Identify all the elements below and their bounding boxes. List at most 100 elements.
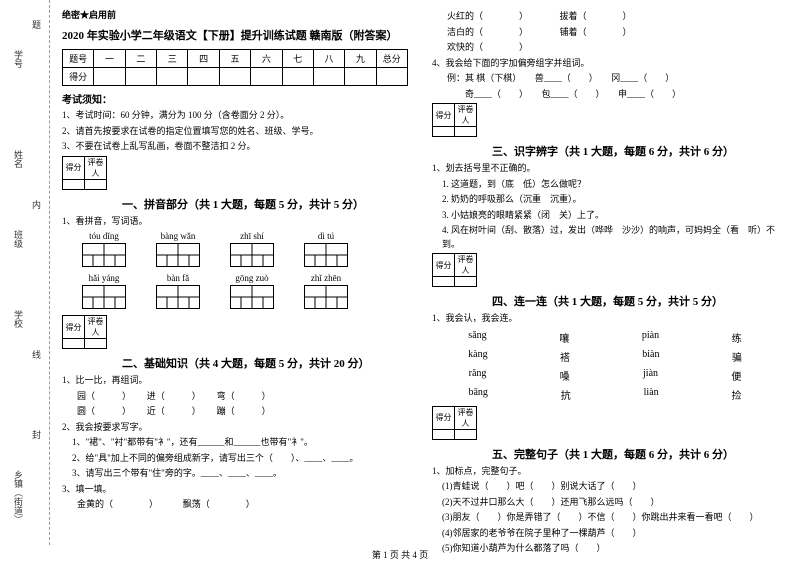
match-item: jiàn — [643, 368, 658, 383]
td: 评卷人 — [455, 406, 477, 429]
score-mini-box: 得分评卷人 — [432, 253, 477, 287]
sub-line: (3)朋友（ ）你是弄错了（ ）不信（ ）你跳出井来看一看吧（ ） — [432, 511, 778, 525]
score-mini-box: 得分评卷人 — [62, 156, 107, 190]
char-grid-icon — [304, 243, 348, 267]
match-item: 骗 — [732, 349, 742, 364]
question-text: 3、填一填。 — [62, 483, 408, 497]
pinyin-text: tóu dǐng — [82, 231, 126, 241]
pinyin-item: tóu dǐng — [82, 231, 126, 270]
char-grid-icon — [82, 243, 126, 267]
pinyin-text: zhǐ zhēn — [304, 273, 348, 283]
pinyin-row: hǎi yáng bàn fǎ gōng zuò zhǐ zhēn — [82, 273, 408, 312]
match-item: 练 — [732, 330, 742, 345]
fill-line: 欢快的（ ） — [432, 41, 778, 55]
gutter-mark: 线 — [30, 350, 43, 359]
match-row: sǎng 嚷 piàn 练 — [432, 330, 778, 345]
word-pair: 园（ ） — [77, 391, 127, 401]
gutter-label: 学号 — [12, 50, 25, 68]
th: 题号 — [63, 50, 94, 68]
pinyin-text: hǎi yáng — [82, 273, 126, 283]
word-pair: 弯（ ） — [217, 391, 271, 401]
match-row: bāng抗liàn捡 — [432, 387, 778, 402]
gutter-mark: 内 — [30, 200, 43, 209]
th: 七 — [282, 50, 313, 68]
td: 得分 — [63, 156, 85, 179]
td: 得分 — [63, 316, 85, 339]
word-pair: 蹦（ ） — [217, 406, 271, 416]
notice-title: 考试须知： — [62, 91, 408, 106]
pinyin-item: gōng zuò — [230, 273, 274, 312]
score-table: 题号 一 二 三 四 五 六 七 八 九 总分 得分 — [62, 49, 408, 86]
pinyin-item: bàn fǎ — [156, 273, 200, 312]
fill-line: 洁白的（ ） 铺着（ ） — [432, 26, 778, 40]
question-text: 1、加标点，完整句子。 — [432, 465, 778, 479]
match-item: piàn — [642, 330, 659, 345]
question-text: 1、我会认，我会连。 — [432, 312, 778, 326]
section-title: 四、连一连（共 1 大题，每题 5 分，共计 5 分） — [492, 293, 778, 309]
sub-line: (1)青蛙说（ ）吧（ ）别说大话了（ ） — [432, 480, 778, 494]
word-pair: 进（ ） — [147, 391, 197, 401]
sub-line: 2. 奶奶的呼吸那么（沉重 沉重）。 — [432, 193, 778, 207]
td: 得分 — [433, 254, 455, 277]
sub-line: 金黄的（ ） 飘荡（ ） — [62, 498, 408, 512]
pinyin-item: dì tú — [304, 231, 348, 270]
gutter-mark: 封 — [30, 430, 43, 439]
fill-item: 飘荡（ ） — [183, 499, 255, 509]
word-pair: 近（ ） — [147, 406, 197, 416]
score-mini-box: 得分评卷人 — [432, 103, 477, 137]
match-item: biàn — [642, 349, 659, 364]
sub-line: 例：其 棋（下棋） 兽____（ ） 冈____（ ） — [432, 72, 778, 86]
notice-line: 1、考试时间：60 分钟，满分为 100 分（含卷面分 2 分）。 — [62, 109, 408, 123]
td: 得分 — [433, 104, 455, 127]
th: 二 — [125, 50, 156, 68]
gutter-label: 乡镇（街道） — [12, 470, 25, 524]
pair-line: 圆（ ） 近（ ） 蹦（ ） — [62, 405, 408, 419]
question-text: 1、比一比，再组词。 — [62, 374, 408, 388]
sub-line: 3. 小姑娘亮的眼睛紧紧（闭 关）上了。 — [432, 209, 778, 223]
secret-label: 绝密★启用前 — [62, 8, 408, 21]
char-grid-icon — [304, 285, 348, 309]
th: 一 — [94, 50, 125, 68]
score-mini-box: 得分评卷人 — [62, 315, 107, 349]
match-item: sǎng — [468, 330, 486, 345]
th: 九 — [345, 50, 376, 68]
th: 三 — [157, 50, 188, 68]
sub-line: 1、"裙"、"衬"都带有"衤"，还有______和______也带有"衤"。 — [62, 436, 408, 450]
match-item: 便 — [731, 368, 741, 383]
gutter-label: 学校 — [12, 310, 25, 328]
table-row: 题号 一 二 三 四 五 六 七 八 九 总分 — [63, 50, 408, 68]
td: 评卷人 — [85, 156, 107, 179]
notice-line: 3、不要在试卷上乱写乱画，卷面不整洁扣 2 分。 — [62, 140, 408, 154]
char-grid-icon — [230, 243, 274, 267]
match-row: rǎng嗓jiàn便 — [432, 368, 778, 383]
td: 评卷人 — [85, 316, 107, 339]
binding-gutter: 题 学号 姓名 内 班级 学校 线 封 乡镇（街道） — [0, 0, 50, 545]
sub-line: (2)天不过井口那么大（ ）还用飞那么远吗（ ） — [432, 496, 778, 510]
pinyin-text: bàn fǎ — [156, 273, 200, 283]
table-row: 得分 — [63, 68, 408, 86]
right-column: 火红的（ ） 拔着（ ） 洁白的（ ） 铺着（ ） 欢快的（ ） 4、我会给下面… — [420, 0, 790, 545]
pinyin-item: hǎi yáng — [82, 273, 126, 312]
gutter-mark: 题 — [30, 20, 43, 29]
th: 五 — [219, 50, 250, 68]
sub-line: (4)邻居家的老爷爷在院子里种了一棵葫芦（ ） — [432, 527, 778, 541]
match-item: 嗓 — [560, 368, 570, 383]
match-item: bāng — [468, 387, 487, 402]
char-grid-icon — [156, 243, 200, 267]
char-grid-icon — [82, 285, 126, 309]
sub-line: 2、给"具"加上不同的偏旁组成新字，请写出三个（ ）、____、____。 — [62, 452, 408, 466]
question-text: 2、我会按要求写字。 — [62, 421, 408, 435]
pair-line: 园（ ） 进（ ） 弯（ ） — [62, 390, 408, 404]
left-column: 绝密★启用前 2020 年实验小学二年级语文【下册】提升训练试题 赣南版（附答案… — [50, 0, 420, 545]
sub-line: 4. 风在树叶间（刮、散落）过，发出（哗哗 沙沙）的响声，可妈妈全（看 听）不到… — [432, 224, 778, 251]
match-item: 嚷 — [559, 330, 569, 345]
td: 评卷人 — [455, 254, 477, 277]
question-text: 1、看拼音，写词语。 — [62, 215, 408, 229]
section-title: 一、拼音部分（共 1 大题，每题 5 分，共计 5 分） — [122, 196, 408, 212]
td: 评卷人 — [455, 104, 477, 127]
content-columns: 绝密★启用前 2020 年实验小学二年级语文【下册】提升训练试题 赣南版（附答案… — [50, 0, 800, 545]
td: 得分 — [433, 406, 455, 429]
match-item: kàng — [468, 349, 487, 364]
pinyin-item: zhǐ zhēn — [304, 273, 348, 312]
match-row: kàng褡biàn骗 — [432, 349, 778, 364]
